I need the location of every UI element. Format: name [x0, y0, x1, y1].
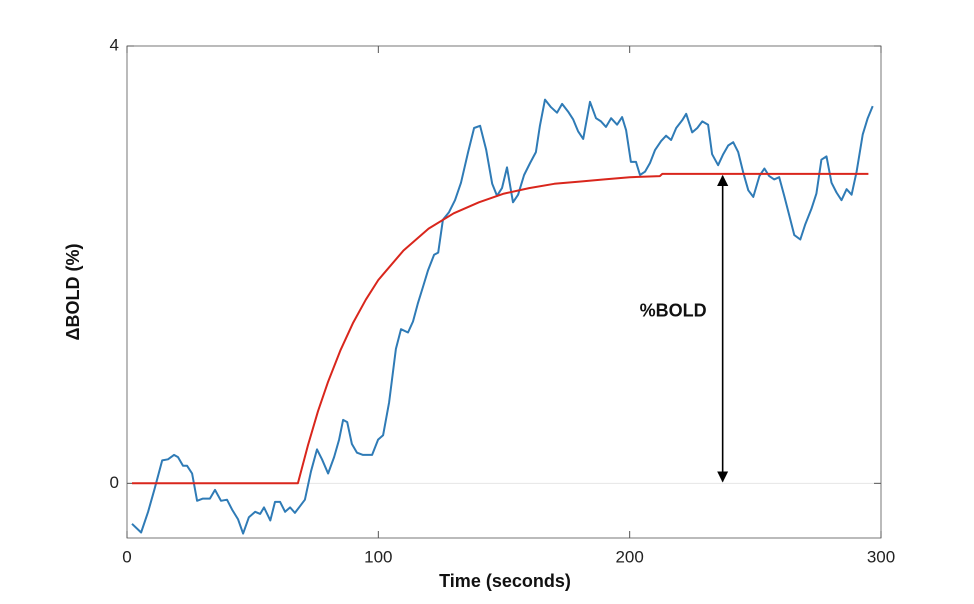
- y-tick-label: 4: [110, 35, 119, 54]
- x-tick-label: 0: [122, 547, 131, 566]
- x-tick-label: 200: [615, 547, 643, 566]
- x-axis-label: Time (seconds): [439, 571, 571, 591]
- annotation-label: %BOLD: [640, 300, 707, 320]
- x-tick-label: 100: [364, 547, 392, 566]
- y-tick-label: 0: [110, 473, 119, 492]
- series-line: [132, 172, 869, 485]
- series-line: [131, 98, 874, 535]
- plot-frame: [126, 45, 882, 539]
- x-tick-label: 300: [867, 547, 895, 566]
- y-axis-label: ΔBOLD (%): [63, 244, 83, 341]
